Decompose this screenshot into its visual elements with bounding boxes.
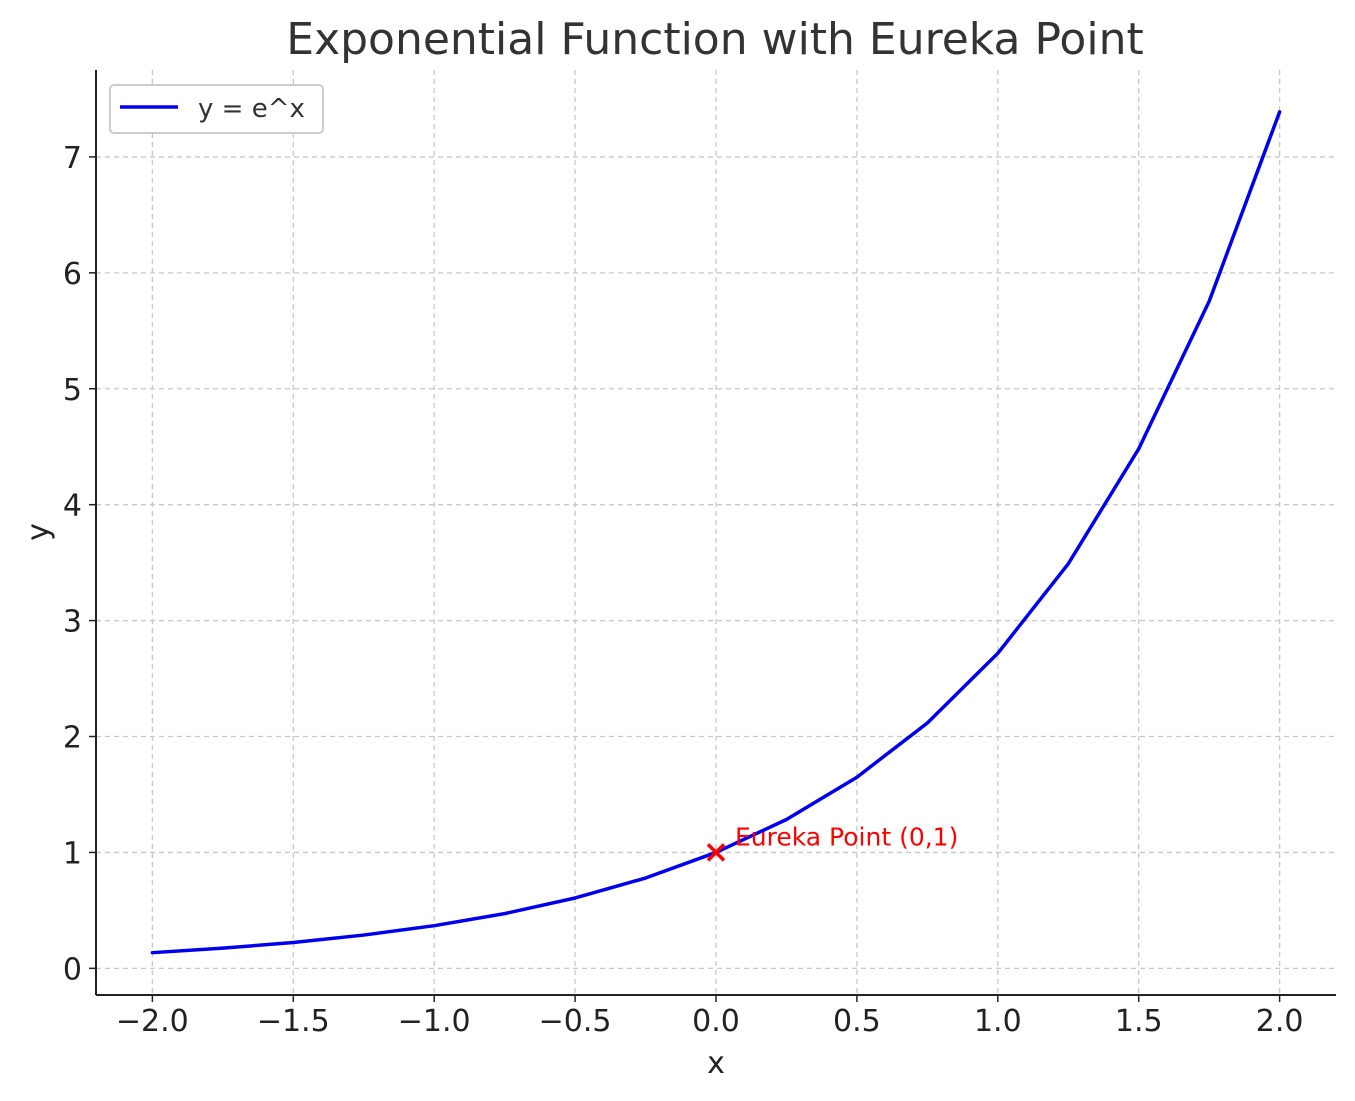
y-tick-label: 1 xyxy=(63,836,82,871)
x-tick-label: −0.5 xyxy=(539,1004,612,1039)
eureka-marker-stroke xyxy=(706,843,726,862)
x-tick-label: 1.0 xyxy=(974,1004,1022,1039)
legend: y = e^x xyxy=(109,84,324,134)
x-axis-label: x xyxy=(707,1046,725,1081)
y-tick-label: 0 xyxy=(63,952,82,987)
grid xyxy=(96,70,1336,995)
legend-label: y = e^x xyxy=(198,94,305,124)
eureka-annotation-label: Eureka Point (0,1) xyxy=(735,822,958,851)
x-ticks: −2.0 −1.5 −1.0 −0.5 0.0 0.5 1.0 1.5 2.0 xyxy=(116,995,1304,1039)
eureka-marker xyxy=(706,843,726,862)
y-axis-label: y xyxy=(21,523,56,541)
x-tick-label: −1.0 xyxy=(398,1004,471,1039)
y-tick-label: 5 xyxy=(63,373,82,408)
x-tick-label: 0.0 xyxy=(692,1004,740,1039)
y-ticks: 0 1 2 3 4 5 6 7 xyxy=(63,141,96,987)
x-tick-label: 0.5 xyxy=(833,1004,881,1039)
y-tick-label: 7 xyxy=(63,141,82,176)
chart-title: Exponential Function with Eureka Point xyxy=(286,14,1143,65)
legend-box xyxy=(109,84,324,134)
x-tick-label: −2.0 xyxy=(116,1004,189,1039)
y-tick-label: 3 xyxy=(63,605,82,640)
y-tick-label: 6 xyxy=(63,257,82,292)
x-tick-label: −1.5 xyxy=(257,1004,330,1039)
annotation-layer: Eureka Point (0,1) xyxy=(706,822,958,862)
x-tick-label: 2.0 xyxy=(1256,1004,1304,1039)
y-tick-label: 4 xyxy=(63,489,82,524)
x-tick-label: 1.5 xyxy=(1115,1004,1163,1039)
y-tick-label: 2 xyxy=(63,721,82,756)
